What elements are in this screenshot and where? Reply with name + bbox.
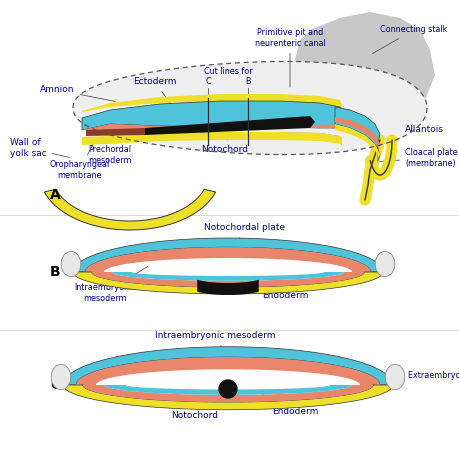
Text: C: C (50, 378, 60, 392)
Polygon shape (86, 128, 145, 136)
Text: Ectoderm: Ectoderm (133, 78, 176, 108)
Polygon shape (83, 385, 372, 402)
Text: Notochord: Notochord (201, 133, 248, 154)
Text: Cut lines for: Cut lines for (203, 67, 252, 76)
Polygon shape (334, 107, 379, 162)
Text: Extraembryonic mesoderm: Extraembryonic mesoderm (392, 370, 459, 382)
Polygon shape (384, 365, 404, 390)
Text: Amnion: Amnion (40, 85, 115, 101)
Text: Endoderm: Endoderm (252, 284, 308, 300)
Text: Intraembryonic
mesoderm: Intraembryonic mesoderm (74, 266, 147, 303)
Text: Wall of
yolk sac: Wall of yolk sac (10, 138, 69, 158)
Polygon shape (82, 124, 341, 138)
Polygon shape (140, 116, 314, 135)
Text: B: B (50, 265, 60, 279)
Polygon shape (104, 385, 351, 395)
Text: Primitive pit and
neurenteric canal: Primitive pit and neurenteric canal (254, 28, 325, 87)
Text: A: A (50, 188, 60, 202)
Polygon shape (63, 347, 392, 385)
Text: Notochord: Notochord (171, 391, 225, 419)
Polygon shape (294, 12, 434, 115)
Polygon shape (51, 365, 71, 390)
Text: Intraembryonic mesoderm: Intraembryonic mesoderm (154, 331, 274, 356)
Text: C: C (205, 78, 210, 87)
Polygon shape (197, 280, 258, 295)
Text: Notochordal plate: Notochordal plate (204, 224, 285, 255)
Polygon shape (73, 272, 382, 294)
Text: Connecting stalk: Connecting stalk (372, 26, 447, 53)
Polygon shape (73, 238, 382, 272)
Polygon shape (334, 117, 379, 160)
Polygon shape (375, 251, 394, 277)
Text: Allantois: Allantois (390, 126, 443, 141)
Polygon shape (73, 62, 426, 154)
Text: Cloacal plate
(membrane): Cloacal plate (membrane) (374, 148, 457, 167)
Polygon shape (76, 357, 379, 385)
Polygon shape (112, 272, 343, 281)
Polygon shape (82, 132, 341, 146)
Polygon shape (85, 247, 370, 272)
Polygon shape (91, 272, 364, 287)
Polygon shape (45, 189, 215, 230)
Text: Endoderm: Endoderm (262, 394, 318, 417)
Text: Prechordal
mesoderm: Prechordal mesoderm (88, 135, 131, 165)
Polygon shape (82, 101, 341, 130)
Polygon shape (61, 251, 81, 277)
Circle shape (218, 380, 236, 398)
Text: Oropharyngeal
membrane: Oropharyngeal membrane (50, 141, 110, 180)
Polygon shape (334, 124, 379, 168)
Polygon shape (63, 385, 392, 410)
Text: B: B (245, 78, 250, 87)
Polygon shape (82, 94, 341, 118)
